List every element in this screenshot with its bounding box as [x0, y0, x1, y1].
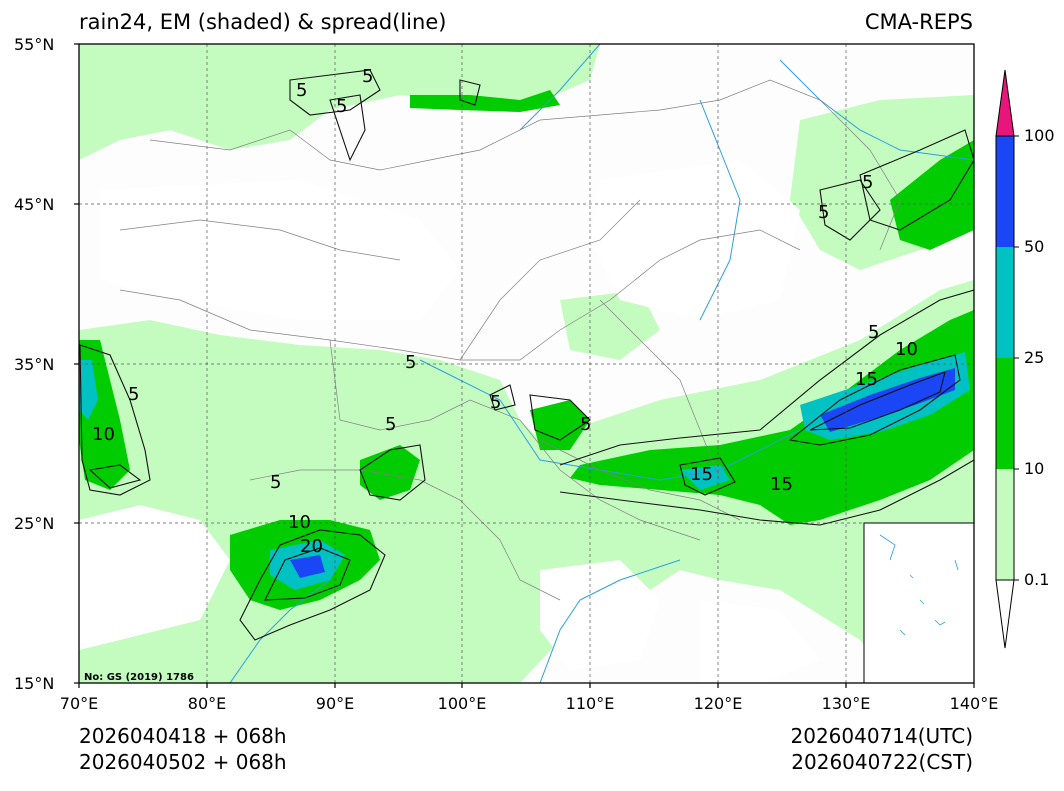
contour-label: 5: [385, 414, 396, 435]
chart-title: rain24, EM (shaded) & spread(line): [79, 10, 447, 34]
contour-label: 5: [270, 472, 281, 493]
colorbar-segment-50-100: [996, 136, 1014, 247]
spread-contours: [79, 69, 974, 641]
colorbar-label: 0.1: [1024, 570, 1050, 589]
gridlines: [79, 44, 974, 683]
lat-label: 55°N: [14, 35, 55, 54]
lon-label: 110°E: [565, 694, 615, 713]
contour-label: 20: [300, 536, 323, 557]
colorbar-label: 25: [1024, 348, 1045, 367]
model-name: CMA-REPS: [864, 10, 973, 34]
lat-label: 45°N: [14, 195, 55, 214]
colorbar: [995, 69, 1019, 649]
contour-label: 15: [770, 474, 793, 495]
rain-shade-medium: [79, 90, 974, 610]
contour-label: 5: [128, 384, 139, 405]
init-time-utc: 2026040418 + 068h: [79, 724, 287, 748]
contour-label: 5: [362, 66, 373, 87]
contour-label: 15: [855, 369, 878, 390]
lat-label: 15°N: [14, 674, 55, 693]
colorbar-extend-bottom: [995, 579, 1015, 649]
contour-label: 5: [296, 80, 307, 101]
contour-label: 5: [868, 322, 879, 343]
lon-label: 130°E: [821, 694, 871, 713]
contour-label: 5: [862, 172, 873, 193]
colorbar-label: 100: [1024, 126, 1055, 145]
contour-label: 5: [818, 202, 829, 223]
lon-label: 90°E: [315, 694, 355, 713]
valid-time-utc: 2026040714(UTC): [790, 724, 974, 748]
colorbar-label: 10: [1024, 459, 1045, 478]
dry-area: [79, 160, 820, 683]
inset-islands: [879, 534, 959, 636]
contour-label: 5: [336, 96, 347, 117]
borders: [119, 79, 901, 601]
lat-label: 35°N: [14, 355, 55, 374]
lon-label: 120°E: [693, 694, 743, 713]
lon-label: 80°E: [187, 694, 227, 713]
contour-label: 5: [580, 414, 591, 435]
valid-time-cst: 2026040722(CST): [791, 750, 973, 774]
lon-label: 140°E: [949, 694, 999, 713]
colorbar-segment-25-50: [996, 247, 1014, 358]
colorbar-extend-top: [995, 69, 1015, 137]
colorbar-label: 50: [1024, 237, 1045, 256]
contour-label: 10: [288, 512, 311, 533]
approval-number: No: GS (2019) 1786: [84, 672, 194, 683]
contour-label: 10: [895, 339, 918, 360]
colorbar-segment-10-25: [996, 358, 1014, 469]
rain-shade-very-heavy: [290, 368, 955, 578]
init-time-cst: 2026040502 + 068h: [79, 750, 287, 774]
lat-label: 25°N: [14, 514, 55, 533]
contour-label: 10: [92, 424, 115, 445]
lon-label: 70°E: [59, 694, 99, 713]
contour-label: 5: [405, 352, 416, 373]
contour-label: 15: [690, 464, 713, 485]
contour-labels: 5 5 5 5 5 5 5 5 5 5 5 5 10 10 10 15 15 1…: [92, 66, 918, 557]
colorbar-segment-0.1-10: [996, 469, 1014, 580]
lon-label: 100°E: [437, 694, 487, 713]
south-china-sea-inset: [863, 522, 974, 683]
axis-ticks: [74, 43, 975, 688]
contour-label: 5: [490, 392, 501, 413]
